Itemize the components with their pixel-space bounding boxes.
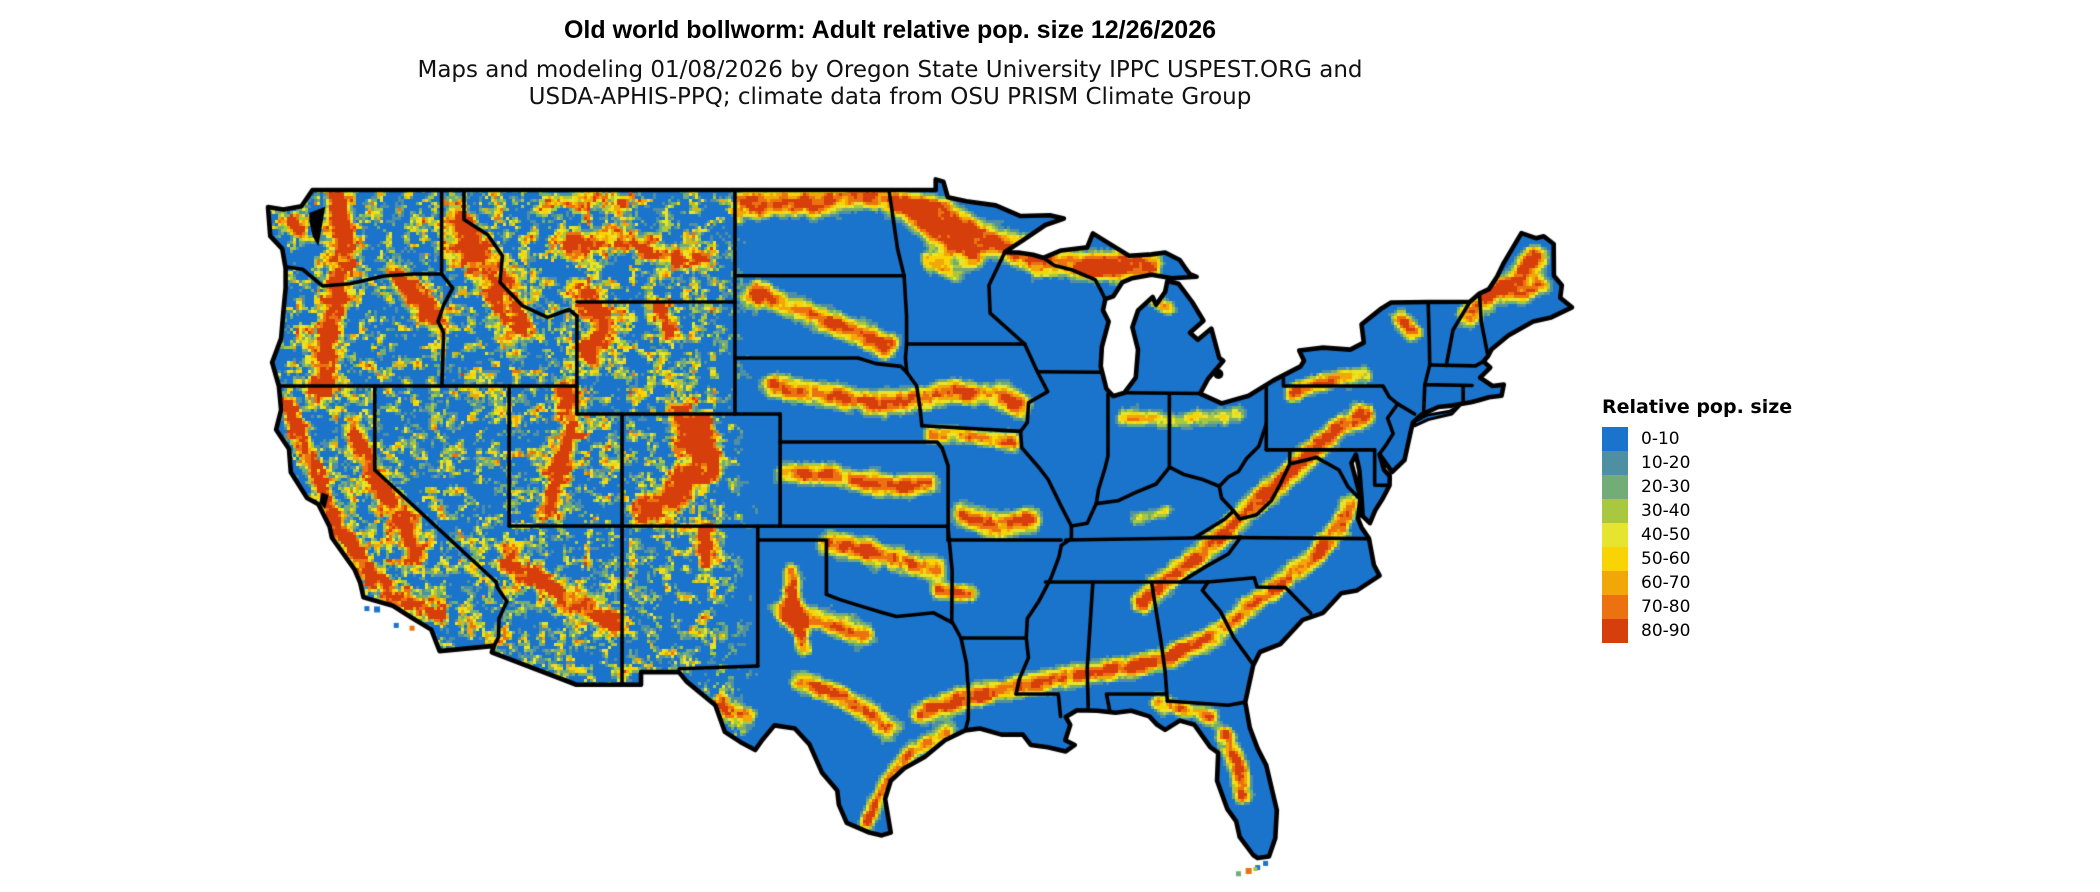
legend-swatch [1602,475,1628,499]
legend-label: 50-60 [1641,549,1691,569]
legend-label: 40-50 [1641,525,1691,545]
legend-item: 70-80 [1602,595,1882,619]
subtitle-line-2: USDA-APHIS-PPQ; climate data from OSU PR… [528,84,1252,110]
legend-label: 20-30 [1641,477,1691,497]
legend-swatch [1602,571,1628,595]
legend-label: 10-20 [1641,453,1691,473]
legend-swatch [1602,499,1628,523]
legend-item: 60-70 [1602,571,1882,595]
legend-item: 50-60 [1602,547,1882,571]
legend-swatch [1602,523,1628,547]
legend-label: 0-10 [1641,429,1680,449]
legend-label: 80-90 [1641,621,1691,641]
legend-item: 80-90 [1602,619,1882,643]
legend-item: 0-10 [1602,427,1882,451]
us-map-canvas [200,130,1580,892]
map-header: Old world bollworm: Adult relative pop. … [200,16,1580,111]
legend-swatch [1602,595,1628,619]
legend-swatch [1602,427,1628,451]
legend-item: 20-30 [1602,475,1882,499]
page-title: Old world bollworm: Adult relative pop. … [563,16,1216,44]
legend-item: 30-40 [1602,499,1882,523]
subtitle-line-1: Maps and modeling 01/08/2026 by Oregon S… [417,57,1363,83]
legend-items: 0-10 10-20 20-30 30-40 40-50 50-60 60-70 70-80 8… [1602,427,1882,643]
map-subtitle: Maps and modeling 01/08/2026 by Oregon S… [200,57,1580,111]
legend-swatch [1602,547,1628,571]
legend-swatch [1602,619,1628,643]
legend-label: 70-80 [1641,597,1691,617]
legend-item: 40-50 [1602,523,1882,547]
legend-label: 60-70 [1641,573,1691,593]
legend-swatch [1602,451,1628,475]
legend-title: Relative pop. size [1602,396,1793,418]
legend-label: 30-40 [1641,501,1691,521]
legend-item: 10-20 [1602,451,1882,475]
legend: Relative pop. size 0-10 10-20 20-30 30-40 40… [1602,396,1882,643]
